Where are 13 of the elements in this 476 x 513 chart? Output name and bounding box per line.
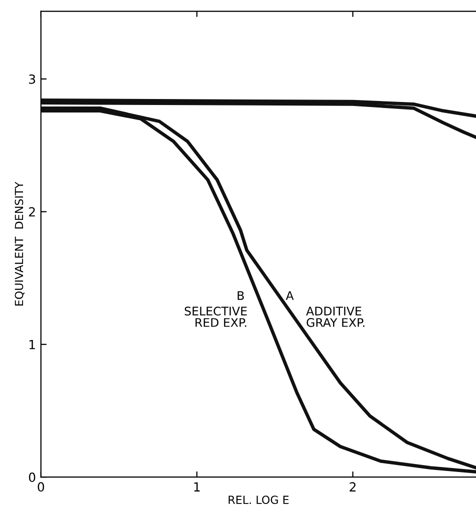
y-tick-label: 3 <box>29 74 36 84</box>
y-tick-label: 1 <box>29 340 35 350</box>
x-tick-label: 1 <box>194 482 200 492</box>
y-tick-label: 2 <box>29 207 35 216</box>
y-tick-label: 0 <box>28 472 36 482</box>
annotation: SELECTIVE RED EXP. <box>184 306 247 327</box>
series-label: A <box>286 291 294 300</box>
annotation: ADDITIVE GRAY EXP. <box>306 306 364 327</box>
x-axis-title: REL. LOG E <box>228 496 289 504</box>
x-tick-label: 2 <box>350 482 356 492</box>
x-tick-label: 0 <box>38 482 44 492</box>
series-label: B <box>238 291 244 300</box>
y-axis-title: EQUIVALENT DENSITY <box>14 182 24 306</box>
